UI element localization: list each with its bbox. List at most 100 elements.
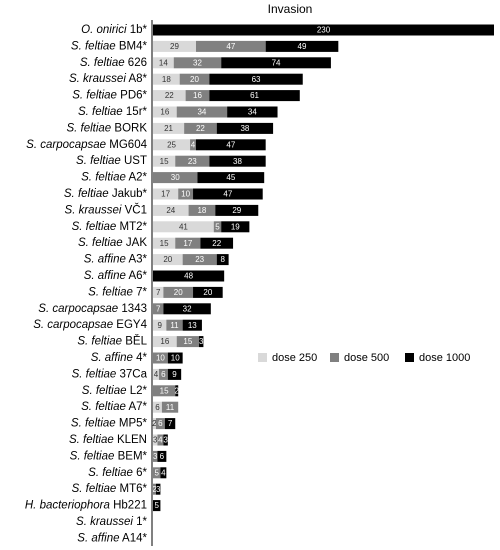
- bar-segment: [173, 57, 222, 69]
- value-label: 17: [183, 239, 192, 248]
- value-label: 4: [154, 370, 159, 379]
- bar-segment: [153, 434, 158, 446]
- bar-segment: [153, 73, 180, 85]
- bar-segment: [153, 106, 177, 118]
- value-label: 29: [232, 206, 241, 215]
- bar-segment: [213, 221, 222, 233]
- value-label: 2: [174, 386, 179, 395]
- value-label: 2: [152, 419, 157, 428]
- value-label: 3: [153, 452, 158, 461]
- bar-segment: [153, 172, 198, 184]
- value-label: 7: [168, 419, 173, 428]
- bar-segment: [155, 483, 161, 495]
- category-label: S. feltiae MT2*: [72, 221, 148, 233]
- bar-segment: [215, 204, 259, 216]
- bar-segment: [163, 286, 194, 298]
- legend-swatch: [330, 353, 339, 362]
- bar-segment: [175, 237, 201, 249]
- value-label: 25: [167, 140, 176, 149]
- value-label: 18: [197, 206, 206, 215]
- bar-segment: [195, 139, 266, 151]
- category-label: S. feltiae L2*: [82, 385, 148, 397]
- bar-segment: [185, 90, 210, 102]
- bar-segment: [193, 188, 263, 200]
- value-label: 6: [155, 403, 160, 412]
- category-label: S. feltiae 37Ca: [72, 368, 148, 380]
- value-label: 47: [226, 140, 235, 149]
- bar-segment: [157, 450, 167, 462]
- bar-segment: [153, 450, 158, 462]
- bar-segment: [155, 418, 165, 430]
- category-label: S. feltiae JAK: [78, 237, 147, 249]
- category-label: S. feltiae BEM*: [70, 450, 148, 462]
- bar-segment: [153, 270, 225, 282]
- category-label: S. feltiae 15r*: [78, 106, 148, 118]
- legend-swatch: [405, 353, 414, 362]
- bar-segment: [153, 90, 186, 102]
- value-label: 10: [181, 190, 190, 199]
- value-label: 3: [199, 337, 204, 346]
- bar-segment: [176, 106, 228, 118]
- value-label: 45: [226, 173, 235, 182]
- bar-segment: [179, 73, 210, 85]
- value-label: 30: [171, 173, 180, 182]
- bar-segment: [153, 385, 176, 397]
- bar-segment: [193, 286, 223, 298]
- bar-segment: [221, 57, 331, 69]
- value-label: 9: [157, 321, 162, 330]
- bar-segment: [153, 155, 176, 167]
- bar-segment: [184, 122, 217, 134]
- bar-segment: [153, 500, 161, 512]
- value-label: 41: [179, 222, 188, 231]
- bar-segment: [153, 401, 162, 413]
- bar-segment: [153, 57, 174, 69]
- bar-segment: [265, 40, 339, 52]
- bar-segment: [153, 336, 177, 348]
- value-label: 6: [158, 419, 163, 428]
- value-label: 3: [156, 485, 161, 494]
- value-label: 15: [160, 157, 169, 166]
- bar-segment: [190, 139, 196, 151]
- value-label: 32: [183, 304, 192, 313]
- bar-segment: [209, 73, 303, 85]
- value-label: 48: [184, 272, 193, 281]
- value-label: 32: [193, 58, 202, 67]
- value-label: 16: [160, 108, 169, 117]
- category-label: H. bacteriophora Hb221: [25, 500, 147, 512]
- category-label: S. carpocapsae 1343: [38, 303, 147, 315]
- value-label: 61: [250, 91, 259, 100]
- bar-segment: [175, 385, 179, 397]
- bar-segment: [198, 336, 204, 348]
- value-label: 49: [298, 42, 307, 51]
- bar-segment: [178, 188, 194, 200]
- bar-segment: [153, 139, 191, 151]
- category-label: S. feltiae 6*: [88, 467, 147, 479]
- value-label: 21: [164, 124, 173, 133]
- category-label: S. feltiae PD6*: [72, 90, 147, 102]
- category-label: S. feltiae BM4*: [71, 40, 148, 52]
- legend-swatch: [258, 353, 267, 362]
- value-label: 16: [193, 91, 202, 100]
- bar-segment: [153, 24, 494, 36]
- value-label: 20: [190, 75, 199, 84]
- bar-segment: [176, 336, 199, 348]
- value-label: 19: [231, 222, 240, 231]
- bar-segment: [227, 106, 278, 118]
- bar-segment: [164, 418, 176, 430]
- bar-segment: [153, 418, 156, 430]
- bar-segment: [153, 467, 161, 479]
- bar-segment: [153, 286, 164, 298]
- bar-segment: [153, 204, 189, 216]
- value-label: 10: [156, 354, 165, 363]
- bar-segment: [153, 368, 159, 380]
- bar-segment: [200, 237, 234, 249]
- value-label: 14: [159, 58, 168, 67]
- value-label: 6: [161, 370, 166, 379]
- legend-label: dose 500: [344, 352, 389, 364]
- legend-label: dose 250: [272, 352, 317, 364]
- value-label: 15: [160, 239, 169, 248]
- value-label: 15: [160, 386, 169, 395]
- value-label: 11: [170, 321, 179, 330]
- bar-segment: [153, 483, 156, 495]
- value-label: 10: [171, 354, 180, 363]
